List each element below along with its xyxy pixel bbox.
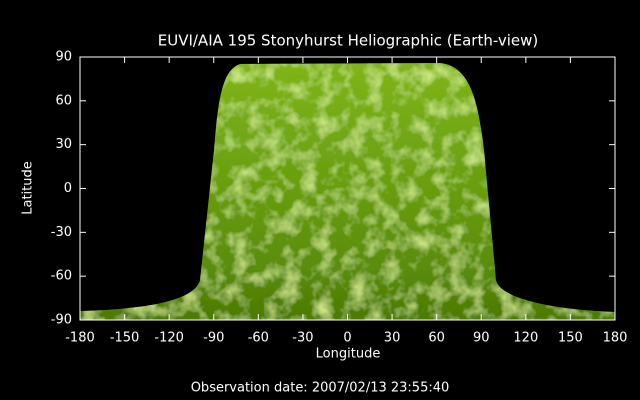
x-tick-label: 30 [384, 331, 401, 346]
y-tick-label: 90 [55, 50, 72, 65]
x-tick-label: 150 [558, 331, 583, 346]
x-tick-label: 120 [513, 331, 538, 346]
x-tick-label: -60 [248, 331, 269, 346]
x-tick-label: -150 [110, 331, 140, 346]
y-tick-label: -60 [51, 269, 72, 284]
x-tick-label: 90 [473, 331, 490, 346]
y-tick-label: 30 [55, 137, 72, 152]
x-tick-label: -180 [65, 331, 95, 346]
x-tick-label: -90 [203, 331, 224, 346]
x-tick-label: -120 [154, 331, 184, 346]
solar-map [80, 63, 615, 320]
y-tick-label: 60 [55, 93, 72, 108]
x-tick-label: 180 [603, 331, 628, 346]
x-tick-label: 60 [428, 331, 445, 346]
y-axis-label: Latitude [21, 161, 36, 215]
x-tick-label: 0 [343, 331, 351, 346]
x-tick-label: -30 [292, 331, 313, 346]
chart-title: EUVI/AIA 195 Stonyhurst Heliographic (Ea… [158, 32, 539, 50]
y-tick-label: 0 [64, 181, 72, 196]
x-axis-label: Longitude [316, 347, 381, 362]
y-tick-label: -30 [51, 225, 72, 240]
y-tick-label: -90 [51, 313, 72, 328]
footer: Observation date: 2007/02/13 23:55:40 [191, 381, 450, 396]
